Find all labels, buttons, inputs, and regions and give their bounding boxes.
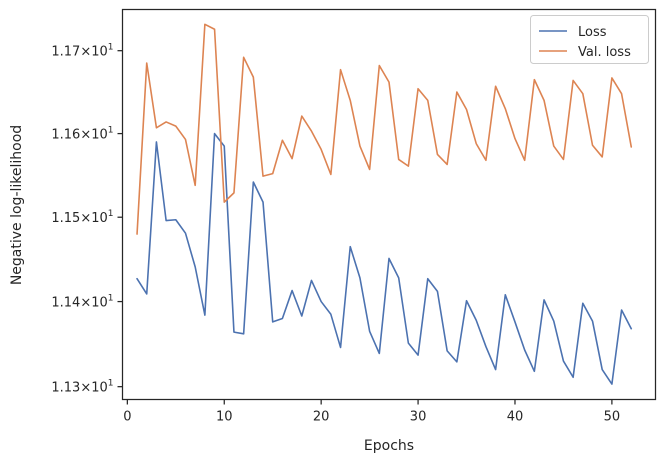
- x-tick-label: 20: [313, 410, 330, 425]
- x-axis: 0 10 20 30 40 50: [123, 399, 621, 425]
- y-tick-label: 1.17×101: [51, 43, 113, 60]
- y-axis: 1.13×101 1.14×101 1.15×101 1.16×101 1.17×101: [51, 43, 123, 396]
- plot-area: [121, 8, 657, 401]
- x-tick-label: 50: [604, 410, 621, 425]
- x-tick-label: 0: [123, 410, 131, 425]
- y-tick-label: 1.14×101: [51, 294, 113, 311]
- series-line-0: [136, 132, 633, 385]
- x-axis-label: Epochs: [364, 438, 414, 454]
- x-tick-label: 10: [216, 410, 233, 425]
- series-layer: [136, 23, 633, 385]
- legend-label-0: Loss: [578, 25, 607, 40]
- x-tick-label: 40: [507, 410, 524, 425]
- y-tick-label: 1.16×101: [51, 126, 113, 143]
- x-tick-label: 30: [410, 410, 427, 425]
- y-axis-label: Negative log-likelihood: [9, 125, 25, 285]
- series-line-1: [136, 23, 633, 235]
- y-tick-label: 1.13×101: [51, 379, 113, 396]
- legend-label-1: Val. loss: [578, 45, 631, 60]
- legend: Loss Val. loss: [530, 15, 649, 64]
- y-tick-label: 1.15×101: [51, 209, 113, 226]
